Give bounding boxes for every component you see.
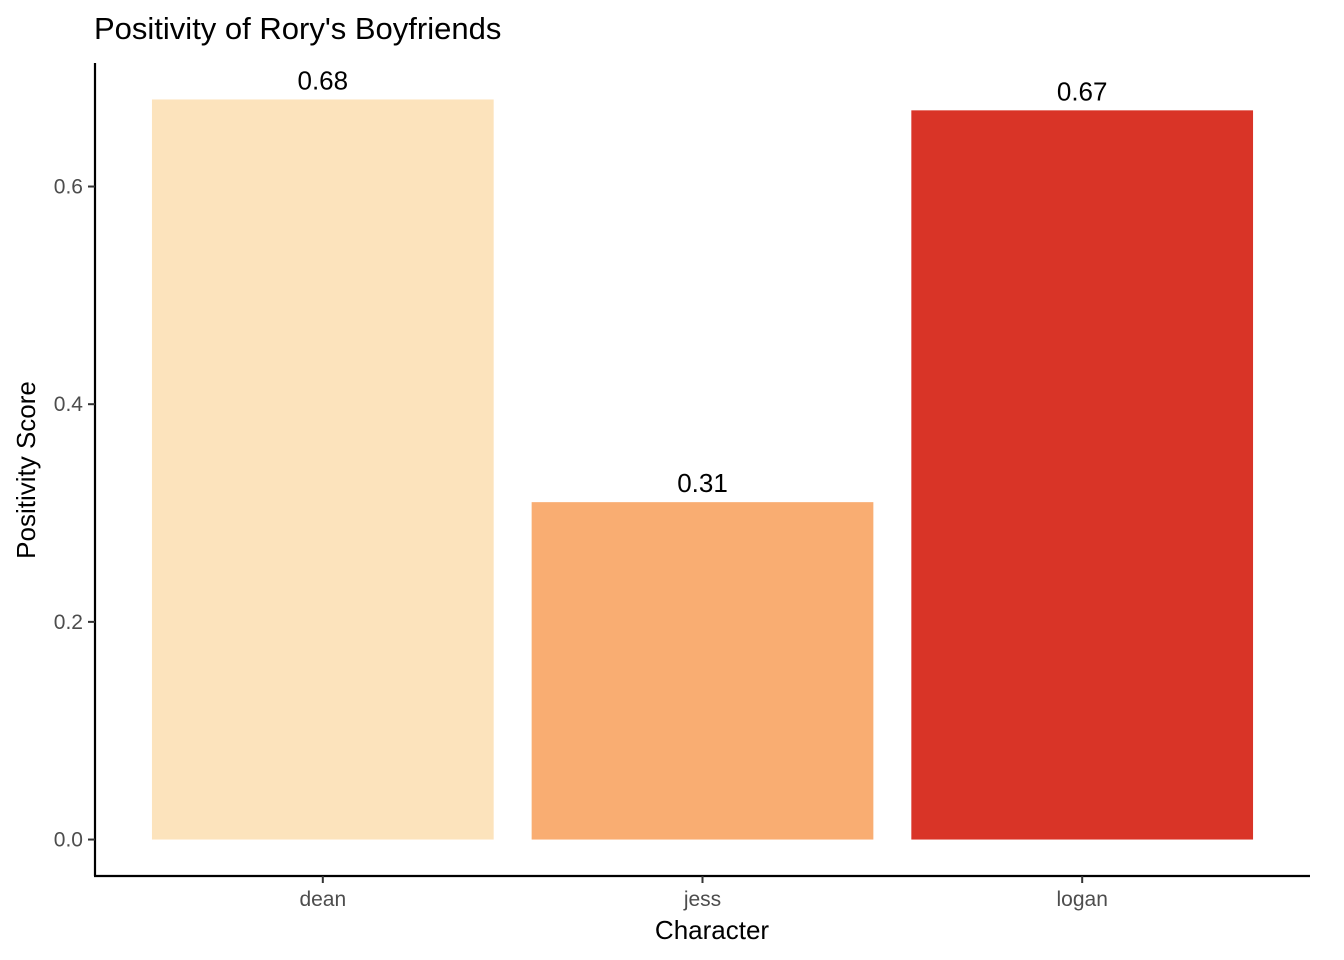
data-label-logan: 0.67 [1057,76,1108,106]
y-axis-title: Positivity Score [11,381,41,559]
data-label-dean: 0.68 [298,65,349,95]
x-tick-label-dean: dean [299,888,346,911]
x-axis-title: Character [655,915,769,945]
bars-group [151,99,1254,840]
data-label-jess: 0.31 [677,468,728,498]
chart-title: Positivity of Rory's Boyfriends [94,11,501,46]
y-tick-label-2: 0.4 [54,393,84,416]
bar-dean [151,99,494,840]
y-axis-ticks: 0.0 0.2 0.4 0.6 [54,176,95,852]
y-tick-label-1: 0.2 [54,611,83,634]
x-axis-ticks: dean jess logan [299,876,1108,911]
bar-logan [911,110,1254,840]
y-tick-label-3: 0.6 [54,176,83,199]
data-labels-group: 0.68 0.31 0.67 [298,65,1108,498]
y-tick-label-0: 0.0 [54,829,83,852]
x-tick-label-logan: logan [1056,888,1107,911]
bar-jess [531,502,874,840]
x-tick-label-jess: jess [683,888,721,911]
